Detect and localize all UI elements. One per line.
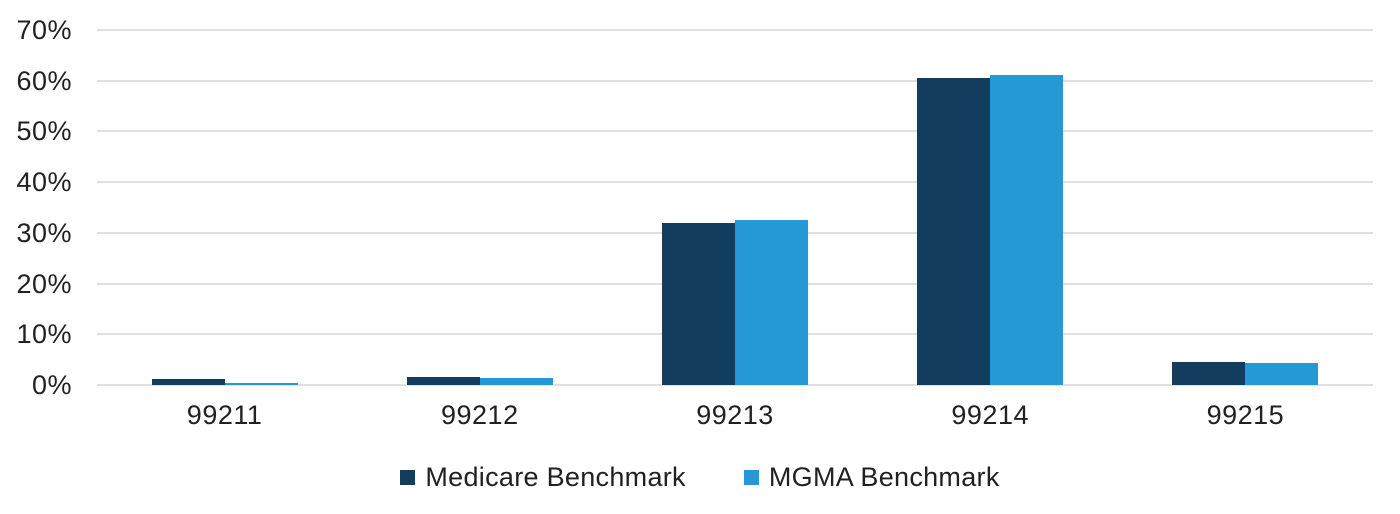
y-axis-tick-label: 70% [16, 15, 72, 45]
y-axis-tick-label: 30% [16, 217, 72, 248]
legend-label: MGMA Benchmark [768, 462, 1000, 492]
legend-item-mgma-benchmark: MGMA Benchmark [743, 462, 1000, 493]
legend-label: Medicare Benchmark [425, 462, 686, 492]
bar-medicare-benchmark-99213 [662, 222, 735, 385]
bar-medicare-benchmark-99214 [917, 78, 991, 385]
legend-item-medicare-benchmark: Medicare Benchmark [400, 462, 686, 493]
y-axis-tick-label: 20% [16, 268, 72, 299]
y-axis-tick-label: 10% [16, 319, 72, 350]
gridline-50- [97, 130, 1373, 133]
bar-mgma-benchmark-99212 [479, 378, 553, 385]
bar-mgma-benchmark-99213 [735, 220, 808, 385]
legend-swatch-mgma-benchmark [743, 470, 759, 485]
x-axis-category-label: 99211 [186, 400, 263, 430]
bar-mgma-benchmark-99211 [224, 382, 298, 385]
chart-legend: Medicare Benchmark MGMA Benchmark [0, 462, 1400, 493]
x-axis-category-label: 99215 [1206, 400, 1285, 430]
y-axis-tick-label: 0% [31, 370, 72, 400]
gridline-40- [97, 181, 1373, 184]
bar-mgma-benchmark-99214 [990, 74, 1064, 385]
x-axis-category-label: 99213 [696, 400, 774, 430]
x-axis-category-label: 99212 [441, 400, 519, 430]
gridline-60- [97, 79, 1373, 82]
x-axis-category-label: 99214 [951, 400, 1029, 430]
legend-swatch-medicare-benchmark [400, 470, 416, 485]
gridline-70- [97, 29, 1373, 31]
bar-medicare-benchmark-99215 [1172, 362, 1246, 385]
gridline-0- [97, 384, 1373, 386]
bar-medicare-benchmark-99212 [406, 376, 480, 385]
y-axis-tick-label: 60% [16, 65, 72, 96]
bar-mgma-benchmark-99215 [1245, 362, 1319, 385]
y-axis-tick-label: 40% [16, 167, 72, 198]
y-axis-tick-label: 50% [16, 116, 72, 147]
bar-medicare-benchmark-99211 [151, 379, 225, 385]
